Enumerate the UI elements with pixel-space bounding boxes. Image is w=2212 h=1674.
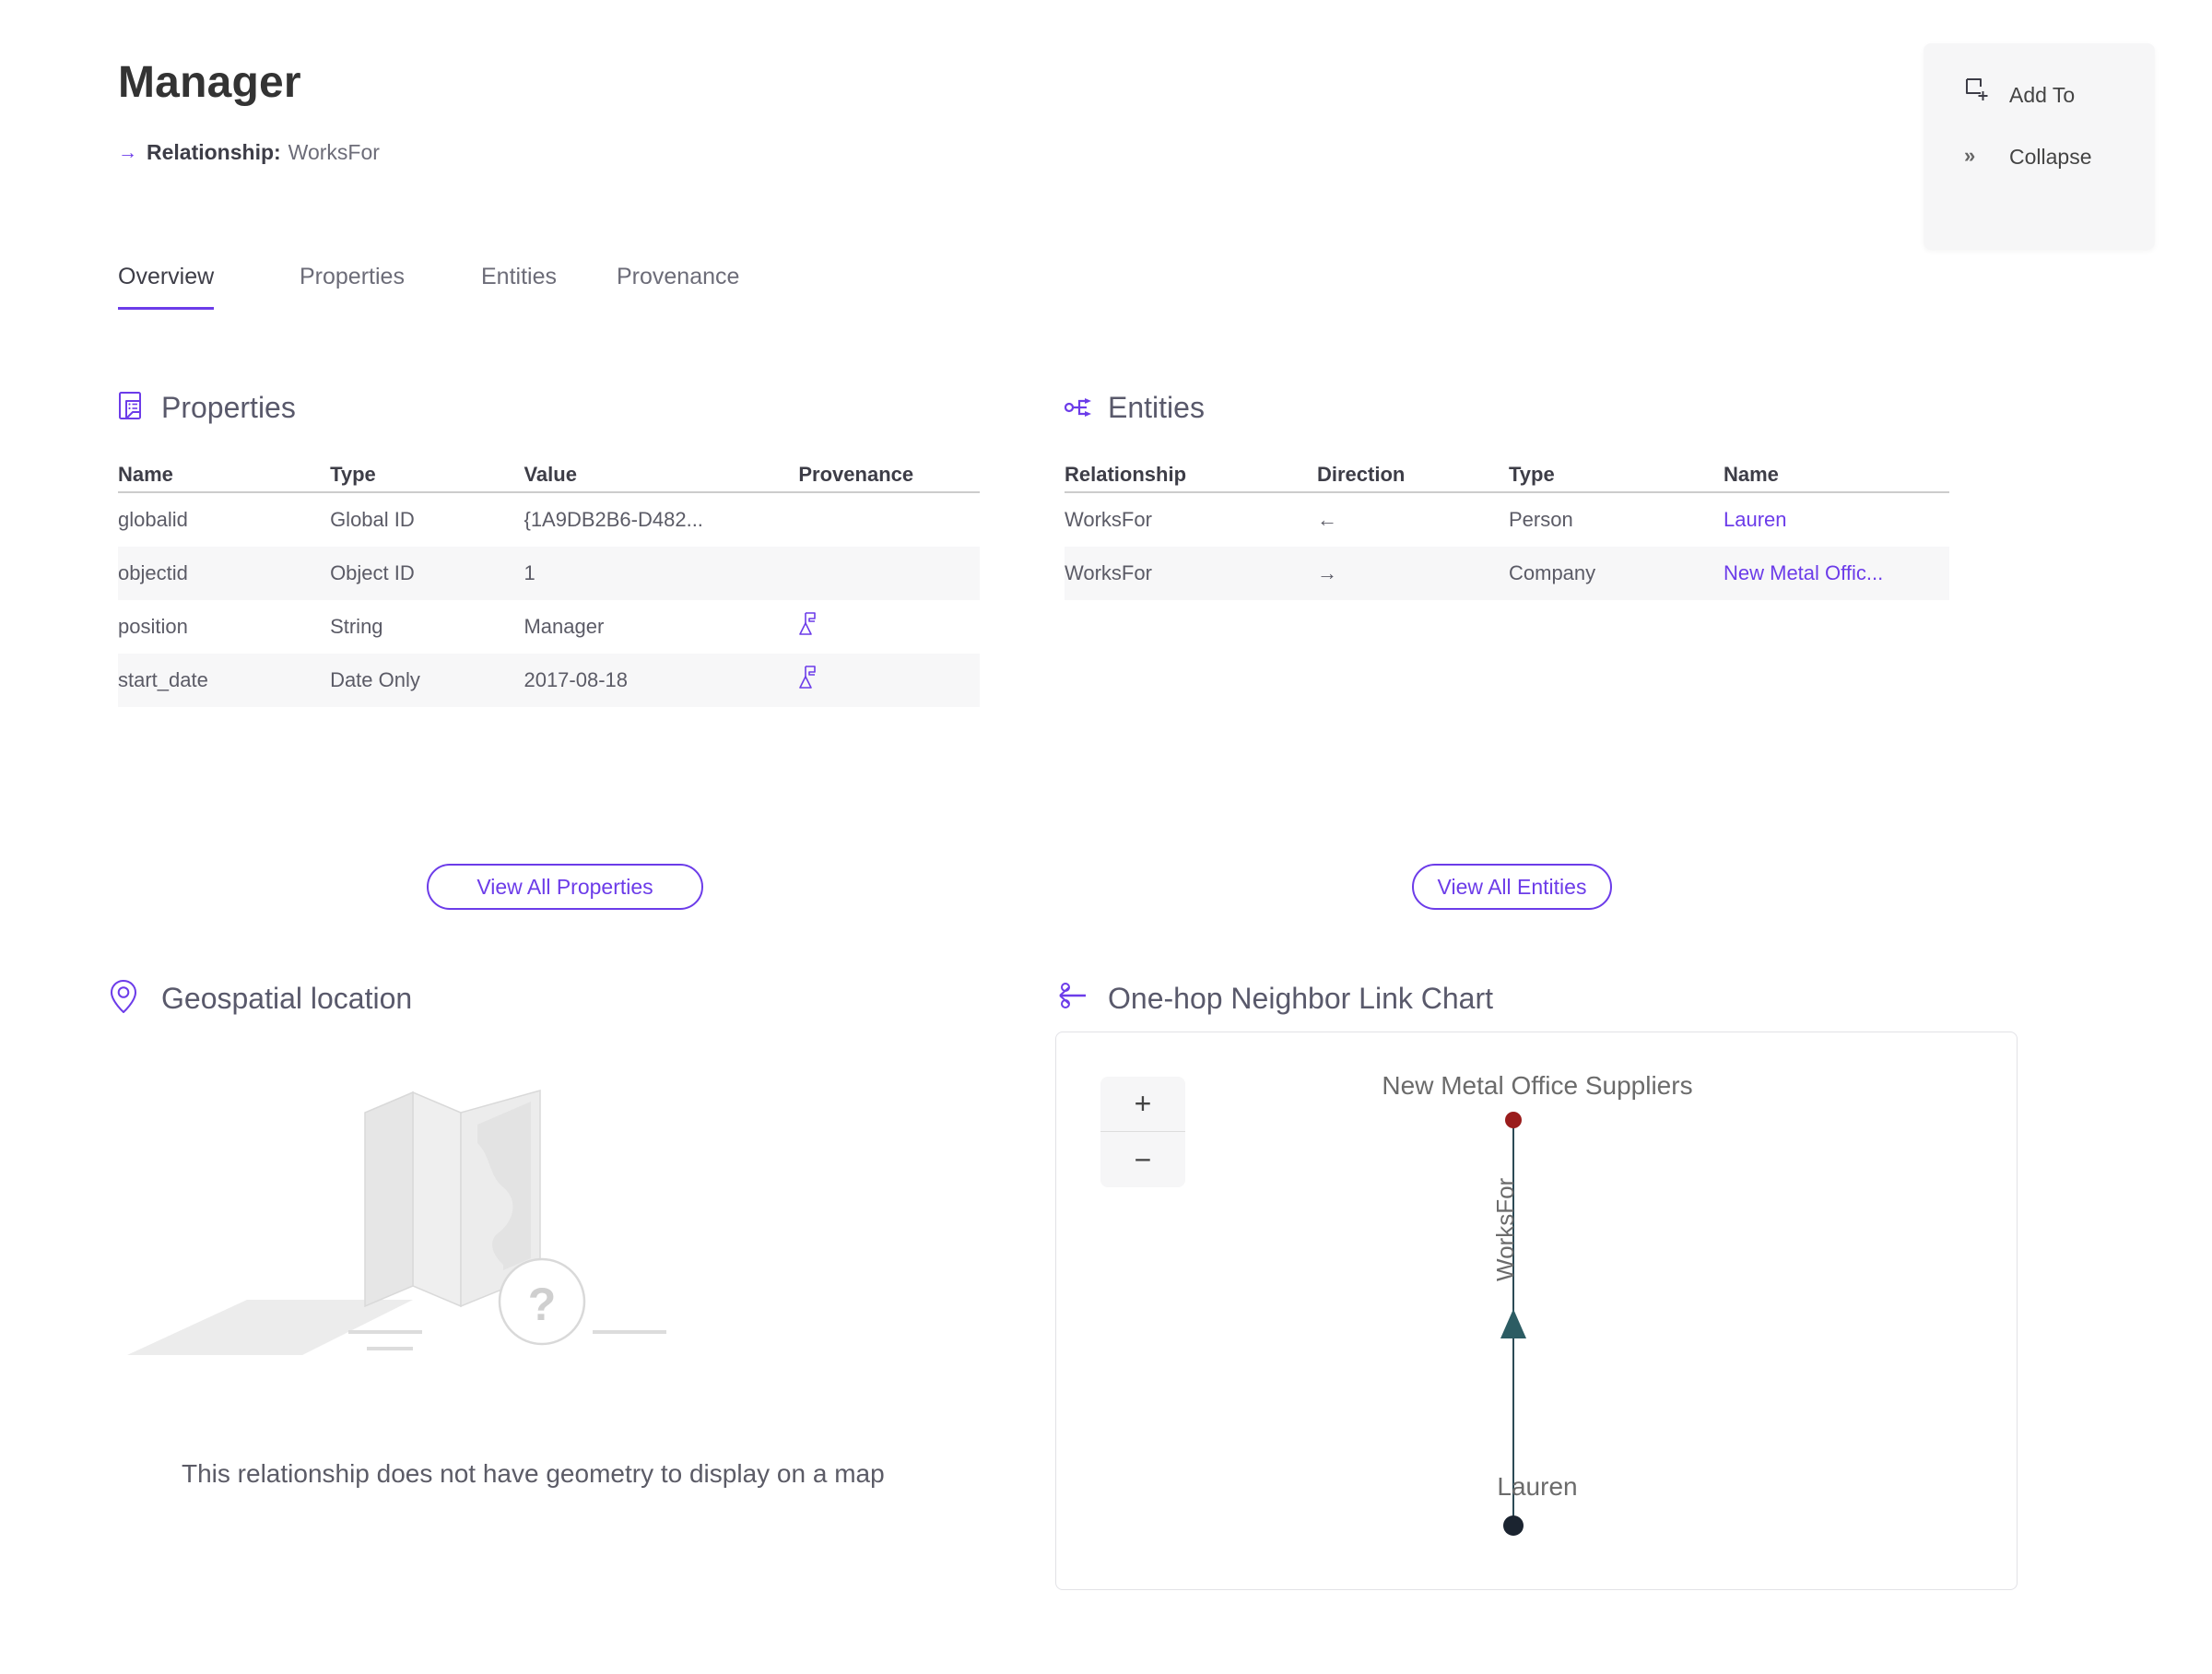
svg-text:?: ? [528,1279,557,1330]
